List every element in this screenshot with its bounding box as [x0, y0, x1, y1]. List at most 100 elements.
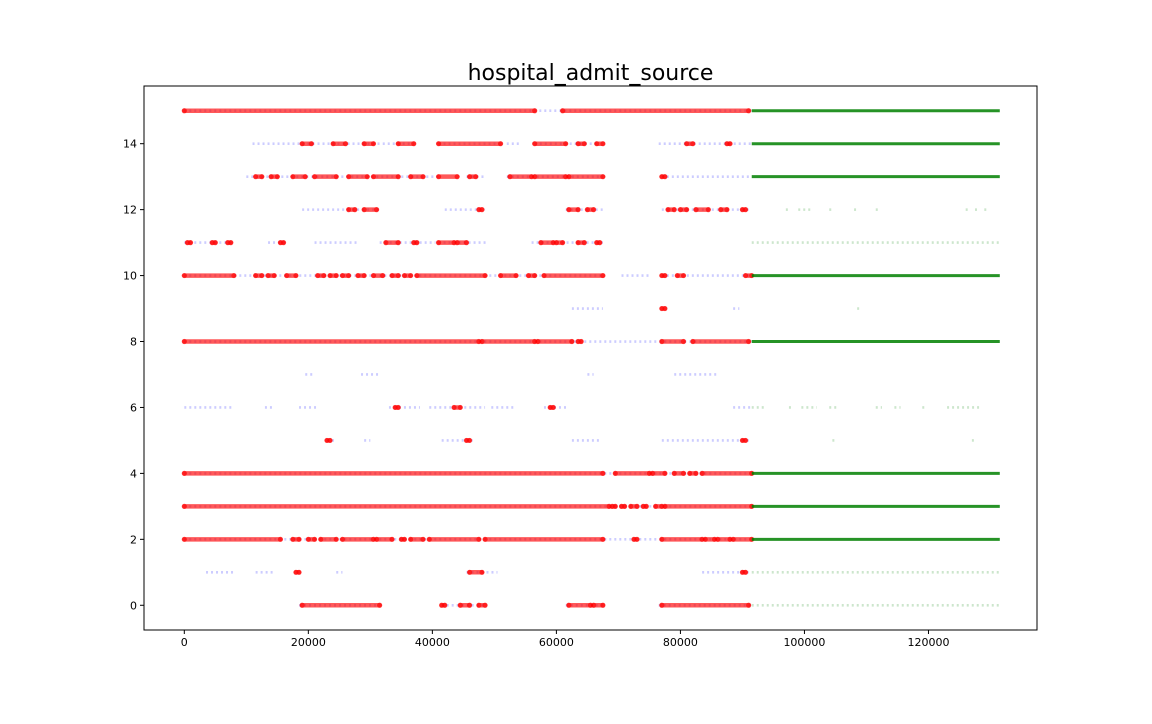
- data-point: [253, 272, 259, 279]
- data-point: [653, 503, 659, 509]
- data-point: [330, 141, 336, 147]
- data-point: [370, 174, 377, 180]
- data-point: [525, 272, 532, 279]
- data-point: [482, 602, 488, 608]
- data-point: [513, 272, 519, 279]
- data-point: [414, 272, 420, 279]
- data-point: [566, 207, 572, 213]
- data-point: [380, 272, 386, 279]
- data-point: [622, 503, 628, 509]
- data-point: [476, 602, 482, 608]
- data-point: [702, 536, 708, 542]
- data-point: [532, 272, 538, 279]
- data-point: [724, 207, 730, 213]
- data-point: [361, 272, 367, 279]
- data-point: [265, 272, 271, 279]
- data-point: [680, 272, 687, 279]
- data-point: [575, 240, 581, 246]
- data-point: [296, 569, 302, 575]
- data-point: [333, 536, 339, 542]
- chart-title: hospital_admit_source: [468, 61, 714, 86]
- data-point: [662, 272, 668, 279]
- data-point: [327, 272, 333, 279]
- data-point: [290, 174, 296, 180]
- data-point: [566, 602, 572, 608]
- data-point: [532, 141, 538, 147]
- data-point: [411, 141, 417, 147]
- data-point: [575, 141, 581, 147]
- data-point: [259, 272, 265, 279]
- x-tick-label: 0: [181, 636, 188, 649]
- data-point: [497, 141, 504, 147]
- series-1: [181, 108, 755, 608]
- data-point: [311, 536, 318, 542]
- data-point: [339, 536, 346, 542]
- data-point: [730, 536, 736, 542]
- data-point: [457, 404, 463, 411]
- data-point: [479, 569, 485, 575]
- data-point: [746, 108, 752, 114]
- data-point: [600, 174, 606, 180]
- data-point: [435, 141, 442, 147]
- data-point: [373, 207, 380, 213]
- data-point: [727, 141, 733, 147]
- data-point: [315, 272, 321, 279]
- data-point: [420, 174, 426, 180]
- axes: 0 20000 40000 60000 80000 100000 120000 0 2 4 6 8 10…: [123, 85, 1038, 649]
- data-point: [457, 602, 463, 608]
- y-tick-label: 4: [130, 467, 137, 480]
- data-point: [442, 602, 448, 608]
- data-point: [541, 272, 547, 279]
- data-point: [532, 174, 538, 180]
- data-point: [454, 240, 460, 246]
- data-point: [718, 207, 724, 213]
- data-point: [677, 207, 684, 213]
- plot-frame: [143, 85, 1038, 631]
- data-point: [466, 174, 473, 180]
- data-point: [271, 272, 277, 279]
- data-point: [634, 536, 640, 542]
- data-point: [684, 141, 690, 147]
- data-point: [482, 536, 488, 542]
- data-point: [333, 272, 339, 279]
- data-point: [228, 240, 234, 246]
- data-point: [578, 338, 584, 345]
- data-point: [643, 503, 649, 509]
- data-point: [361, 207, 367, 213]
- data-point: [566, 174, 572, 180]
- data-point: [181, 470, 187, 476]
- y-tick-label: 0: [130, 599, 137, 612]
- data-point: [181, 272, 187, 279]
- data-point: [559, 240, 566, 246]
- data-point: [383, 240, 389, 246]
- data-point: [497, 272, 504, 279]
- data-point: [212, 240, 218, 246]
- data-point: [395, 404, 401, 411]
- data-point: [746, 338, 752, 345]
- data-point: [370, 141, 377, 147]
- data-point: [377, 602, 383, 608]
- data-point: [680, 470, 687, 476]
- data-point: [659, 338, 665, 345]
- x-tick-label: 40000: [415, 636, 450, 649]
- data-point: [333, 174, 339, 180]
- data-point: [346, 272, 352, 279]
- data-point: [662, 503, 668, 509]
- data-point: [466, 437, 473, 444]
- data-point: [550, 404, 556, 411]
- data-point: [674, 272, 680, 279]
- data-point: [466, 602, 473, 608]
- data-point: [435, 174, 442, 180]
- data-point: [268, 174, 274, 180]
- data-point: [742, 207, 749, 213]
- data-point: [451, 404, 457, 411]
- data-point: [181, 503, 187, 509]
- data-point: [395, 272, 401, 279]
- data-point: [420, 536, 426, 542]
- plot-marks: [181, 108, 1000, 608]
- data-point: [532, 108, 538, 114]
- data-point: [479, 338, 485, 345]
- data-point: [742, 272, 749, 279]
- data-point: [463, 240, 470, 246]
